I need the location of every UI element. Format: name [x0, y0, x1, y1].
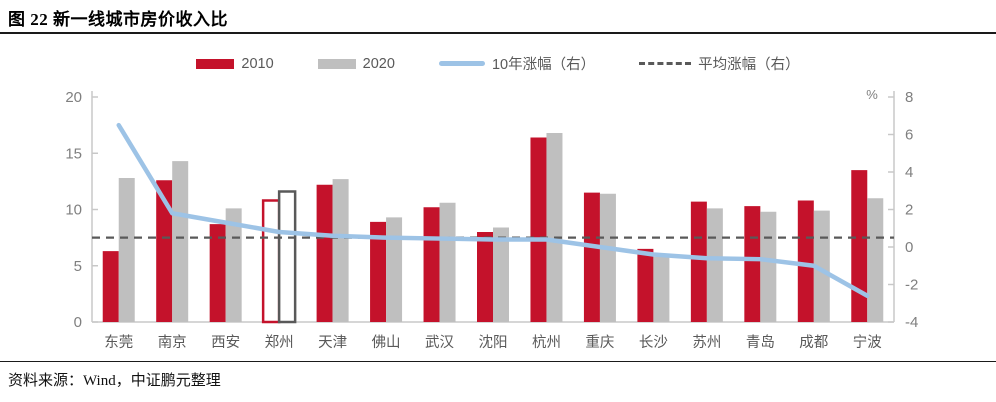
legend-item-avg-growth: 平均涨幅（右）	[639, 53, 800, 74]
bar-2020-南京	[172, 161, 189, 322]
right-axis-tick-label: 4	[905, 164, 913, 181]
bar-2010-南京	[156, 180, 173, 322]
chart-svg: 0 5 10 15 20 -4 -2 0 2 4 6 8% 东莞 南京 西安 郑州 天津 佛山 武汉 沈阳 杭州 重庆 长沙…	[65, 87, 918, 351]
x-axis-label-青岛: 青岛	[746, 334, 775, 351]
legend-label-2020: 2020	[362, 55, 395, 72]
footer-divider	[0, 361, 996, 362]
x-axis-label-沈阳: 沈阳	[479, 334, 508, 351]
bar-2010-西安	[209, 224, 226, 322]
x-axis-label-杭州: 杭州	[532, 334, 561, 351]
bar-2020-武汉	[439, 202, 456, 322]
x-axis-label-天津: 天津	[318, 334, 347, 351]
source-note: 资料来源：Wind，中证鹏元整理	[8, 373, 221, 389]
right-axis-unit-label: %	[866, 87, 878, 102]
legend-label-avg-growth: 平均涨幅（右）	[698, 57, 800, 73]
bar-2010-青岛	[744, 206, 761, 322]
legend-label-10yr-growth: 10年涨幅（右）	[491, 57, 596, 73]
right-axis-tick-label: -2	[905, 277, 918, 294]
bar-2010-宁波	[851, 170, 868, 322]
legend-item-2010: 2010	[196, 55, 274, 72]
bar-2010-杭州	[530, 137, 547, 322]
bar-2020-苏州	[706, 208, 723, 322]
x-axis-label-西安: 西安	[211, 334, 240, 351]
bar-2010-东莞	[102, 251, 119, 322]
bar-2020-重庆	[599, 193, 616, 322]
bar-2020-天津	[332, 179, 349, 322]
left-axis-tick-label: 0	[74, 314, 82, 331]
left-axis-tick-label: 10	[65, 202, 82, 219]
right-axis-tick-label: 0	[905, 239, 913, 256]
bar-2010-苏州	[690, 201, 707, 322]
legend-swatch-2020-bar	[317, 58, 356, 69]
right-axis-tick-label: 6	[905, 127, 913, 144]
legend-swatch-dash-icon	[639, 62, 692, 65]
bar-2010-武汉	[423, 207, 440, 322]
x-axis-label-重庆: 重庆	[585, 334, 614, 351]
legend-label-2010: 2010	[241, 55, 274, 72]
bar-2010-沈阳	[477, 232, 493, 322]
legend-swatch-line-icon	[438, 61, 485, 66]
bar-2020-青岛	[760, 211, 777, 322]
bar-2010-天津	[316, 184, 333, 322]
x-axis-label-武汉: 武汉	[425, 334, 454, 351]
legend-item-10yr-growth: 10年涨幅（右）	[438, 53, 596, 74]
bar-2010-郑州	[261, 199, 281, 324]
bar-2020-长沙	[653, 256, 670, 322]
bar-2010-佛山	[370, 221, 387, 322]
x-axis-label-宁波: 宁波	[853, 334, 882, 351]
left-axis-tick-label: 20	[65, 89, 82, 106]
x-axis-label-东莞: 东莞	[104, 334, 133, 351]
legend-item-2020: 2020	[317, 55, 395, 72]
bar-2020-宁波	[867, 198, 884, 322]
x-axis-label-成都: 成都	[799, 334, 828, 351]
right-axis-tick-label: 2	[905, 202, 913, 219]
title-divider	[0, 32, 996, 34]
bar-2020-佛山	[386, 217, 403, 322]
x-axis-label-南京: 南京	[158, 334, 187, 351]
x-axis-label-苏州: 苏州	[692, 334, 721, 351]
bar-2020-东莞	[118, 178, 135, 322]
bar-2020-沈阳	[493, 227, 509, 322]
left-axis-tick-label: 5	[74, 258, 82, 275]
x-axis-label-佛山: 佛山	[372, 334, 401, 351]
bar-2020-郑州	[277, 190, 297, 324]
x-axis-label-长沙: 长沙	[639, 334, 668, 351]
right-axis-tick-label: 8	[905, 89, 913, 106]
chart-title: 图 22 新一线城市房价收入比	[8, 10, 228, 29]
bar-2020-杭州	[546, 133, 563, 322]
growth-line	[116, 122, 870, 298]
legend: 2010 2020 10年涨幅（右） 平均涨幅（右）	[0, 53, 996, 74]
left-axis-tick-label: 15	[65, 145, 82, 162]
legend-swatch-2010-bar	[196, 58, 235, 69]
bar-2010-成都	[797, 200, 814, 322]
bar-2010-长沙	[637, 248, 654, 322]
bar-2010-重庆	[583, 192, 600, 322]
x-axis-label-郑州: 郑州	[265, 334, 294, 351]
right-axis-tick-label: -4	[905, 314, 918, 331]
